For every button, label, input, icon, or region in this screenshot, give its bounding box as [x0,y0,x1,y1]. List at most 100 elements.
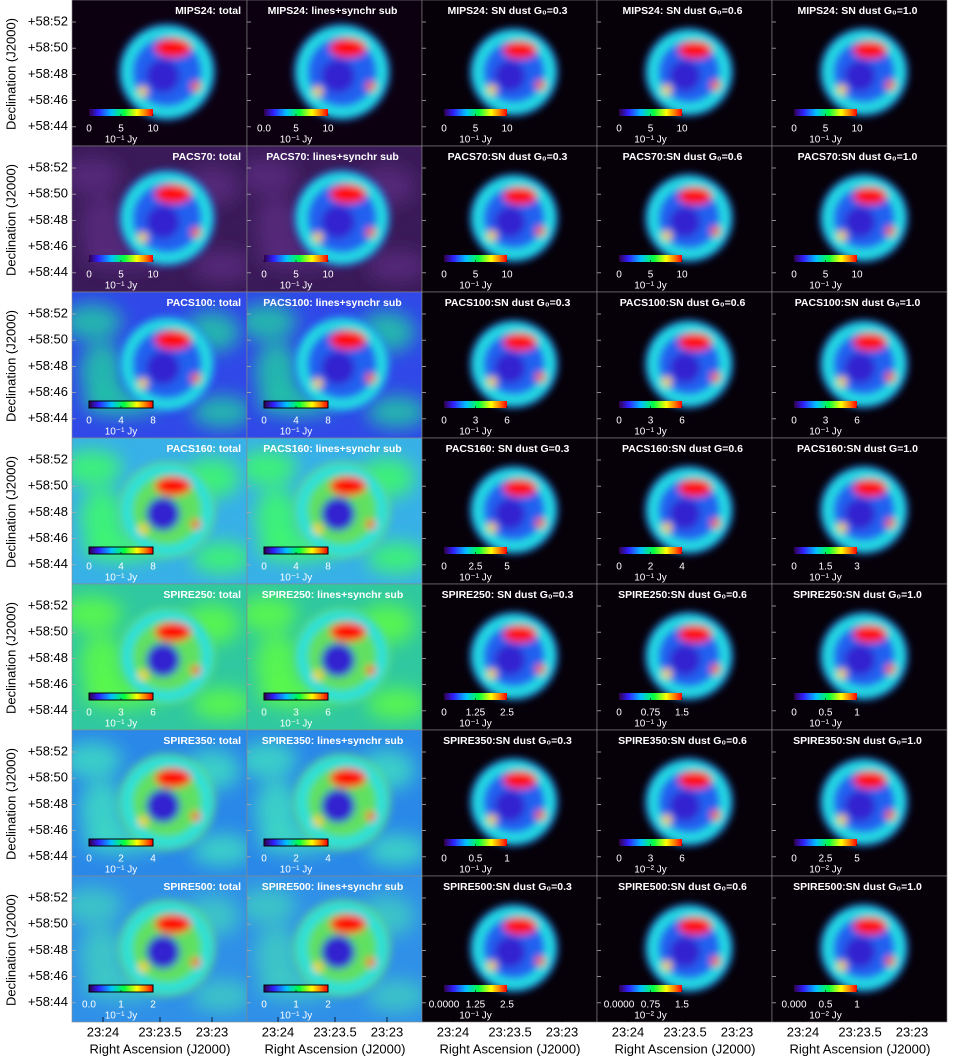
colorbar-tick-label: 6 [504,416,510,427]
colorbar-tick-label: 10 [501,270,513,281]
colorbar-unit: 10⁻² Jy [809,865,842,876]
image [772,584,947,730]
panel-title: PACS160: SN dust G=0.3 [446,443,570,455]
panel-title: PACS160:SN dust G=0.6 [622,443,743,455]
y-tick-label: +58:46 [28,822,68,837]
panel: PACS100: total 0 4 8 10⁻¹ Jy [71,291,248,439]
colorbar-tick-label: 10 [676,270,688,281]
remnant-hot [503,479,537,497]
colorbar-tick-label: 5 [293,270,299,281]
colorbar-tick-label: 0 [441,854,447,865]
colorbar-tick-label: 10 [851,270,863,281]
colorbar-tick-label: 6 [150,708,156,719]
panel: SPIRE350:SN dust G₀=0.6 0 3 6 10⁻² Jy [596,729,773,877]
remnant-core [494,936,526,968]
colorbar-tick-label: 0.0 [257,124,271,135]
image [772,0,947,146]
field-blob [255,488,299,548]
field-blob [80,488,124,548]
colorbar-unit: 10⁻¹ Jy [105,865,138,876]
colorbar-tick-label: 3 [648,416,654,427]
panel: SPIRE500:SN dust G₀=1.0 0.000 0.5 1 10⁻² Jy [771,875,948,1023]
colorbar-tick-label: 1 [293,1000,299,1011]
panel: MIPS24: SN dust G₀=0.3 0 5 10 10⁻¹ Jy [421,0,598,147]
field-blob [247,888,297,924]
remnant-core [146,205,180,239]
remnant-knot [837,376,847,387]
panel-title: SPIRE250:SN dust G₀=0.6 [618,589,747,601]
panel: PACS160:SN dust G=1.0 0 1.5 3 10⁻¹ Jy [771,437,948,585]
y-tick-label: +58:46 [28,676,68,691]
remnant-knot [487,376,497,387]
field-blob [192,834,247,866]
colorbar-tick-label: 6 [679,854,685,865]
remnant-knot [313,816,323,827]
image [422,730,597,876]
panel: PACS160: SN dust G=0.3 0 2.5 5 10⁻¹ Jy [421,437,598,585]
panel-title: MIPS24: SN dust G₀=0.3 [448,5,568,17]
remnant-knot [535,372,546,383]
remnant-ring [122,903,212,993]
panel-title: SPIRE500:SN dust G₀=0.3 [443,881,572,893]
colorbar-tick-label: 0 [791,270,797,281]
colorbar-tick-label: 3 [118,708,124,719]
colorbar-tick-label: 5 [504,562,510,573]
field-blob [367,834,422,866]
x-tick-label: 23:23.5 [138,1024,181,1039]
image [247,292,422,438]
remnant-hot [853,187,887,205]
y-tick-label: +58:50 [28,624,68,639]
y-tick-label: +58:50 [28,40,68,55]
colorbar-tick-label: 5 [823,270,829,281]
remnant-knot [138,232,148,243]
colorbar-tick-label: 5 [648,270,654,281]
panel: SPIRE500: total 0.0 1 2 10⁻¹ Jy [71,875,248,1023]
colorbar-tick-label: 0 [791,708,797,719]
remnant-core [669,498,701,530]
remnant [119,316,215,412]
colorbar-unit: 10⁻¹ Jy [459,427,492,438]
remnant-core [146,351,180,385]
remnant-ring [648,615,730,697]
remnant-knot [710,664,721,675]
colorbar [444,547,507,554]
colorbar-tick-label: 0.75 [641,1000,661,1011]
colorbar-tick-label: 2.5 [500,708,514,719]
y-tick-label: +58:44 [28,410,68,425]
colorbar-tick-label: 2 [118,854,124,865]
remnant-ring [297,757,387,847]
remnant [645,904,733,992]
remnant [820,320,908,408]
remnant-knot [487,960,497,971]
colorbar-unit: 10⁻² Jy [634,865,667,876]
remnant-ring [122,173,212,263]
x-tick-label: 23:23 [721,1024,754,1039]
panel: SPIRE500: lines+synchr sub 0 1 2 10⁻¹ Jy [246,875,423,1023]
colorbar-tick-label: 4 [679,562,685,573]
image [247,876,422,1022]
colorbar-tick-label: 4 [150,854,156,865]
remnant-knot [365,519,376,530]
colorbar-tick-label: 1.5 [819,562,833,573]
remnant-hot [678,625,712,643]
field-blob [247,158,297,194]
remnant-knot [365,373,376,384]
colorbar-tick-label: 2 [648,562,654,573]
colorbar-unit: 10⁻¹ Jy [105,427,138,438]
image [247,146,422,292]
image [72,730,247,876]
remnant-knot [885,664,896,675]
remnant-core [321,351,355,385]
remnant-hot [154,330,192,350]
remnant-knot [662,84,672,95]
image [422,0,597,146]
y-tick-label: +58:46 [28,530,68,545]
colorbar-unit: 10⁻¹ Jy [634,719,667,730]
remnant [470,466,558,554]
colorbar-unit: 10⁻¹ Jy [634,573,667,584]
remnant-hot [678,479,712,497]
remnant-core [146,789,180,823]
remnant-knot [365,227,376,238]
colorbar-tick-label: 3 [823,416,829,427]
field-blob [72,888,122,924]
